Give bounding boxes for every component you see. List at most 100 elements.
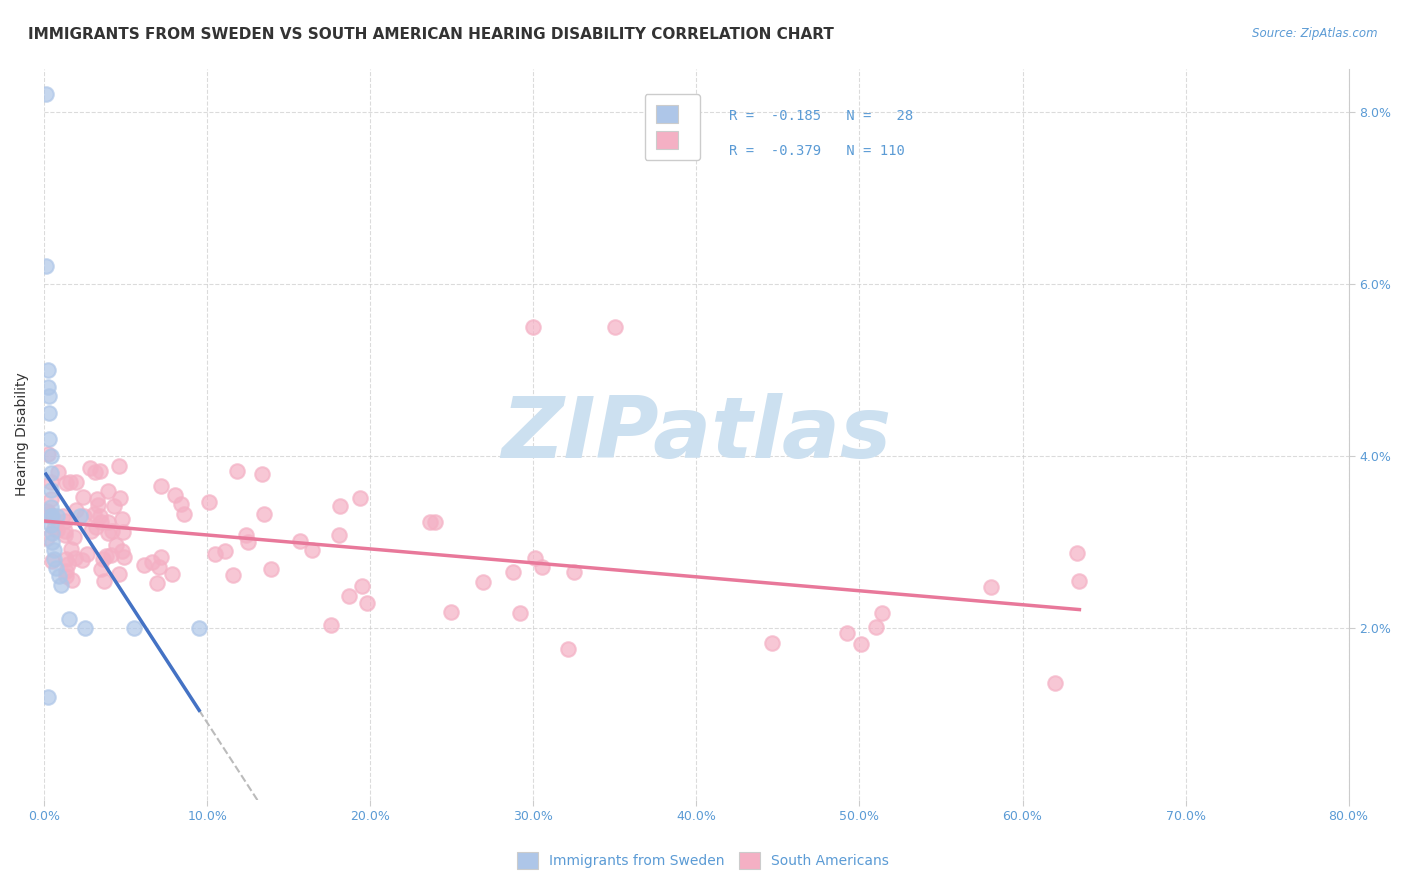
Point	[37, 380, 59, 394]
Point	[328, 527, 350, 541]
Point	[250, 467, 273, 481]
Point	[222, 568, 245, 582]
Point	[337, 589, 360, 603]
Point	[83, 465, 105, 479]
Point	[58, 612, 80, 626]
Point	[851, 637, 873, 651]
Point	[557, 642, 579, 657]
Point	[100, 524, 122, 539]
Point	[141, 555, 163, 569]
Point	[69, 509, 91, 524]
Point	[55, 476, 77, 491]
Point	[225, 464, 247, 478]
Text: ZIPatlas: ZIPatlas	[502, 392, 891, 475]
Point	[55, 552, 77, 566]
Point	[35, 508, 58, 522]
Point	[76, 547, 98, 561]
Point	[97, 515, 120, 529]
Legend: , : ,	[645, 94, 700, 160]
Point	[146, 576, 169, 591]
Point	[41, 534, 63, 549]
Point	[1066, 545, 1088, 559]
Point	[72, 491, 94, 505]
Point	[79, 460, 101, 475]
Point	[148, 560, 170, 574]
Point	[53, 515, 76, 529]
Point	[91, 552, 114, 566]
Point	[89, 464, 111, 478]
Point	[837, 626, 859, 640]
Point	[56, 558, 79, 572]
Point	[100, 549, 122, 563]
Point	[603, 319, 626, 334]
Point	[87, 498, 110, 512]
Point	[301, 543, 323, 558]
Point	[73, 508, 96, 523]
Point	[90, 562, 112, 576]
Point	[41, 508, 63, 523]
Point	[39, 449, 62, 463]
Point	[423, 515, 446, 529]
Point	[39, 483, 62, 498]
Point	[42, 521, 65, 535]
Point	[165, 488, 187, 502]
Point	[419, 515, 441, 529]
Point	[38, 506, 60, 520]
Point	[49, 578, 72, 592]
Point	[1043, 676, 1066, 690]
Point	[112, 550, 135, 565]
Point	[522, 319, 544, 334]
Point	[162, 566, 184, 581]
Point	[472, 575, 495, 590]
Point	[1069, 574, 1091, 589]
Point	[108, 567, 131, 582]
Point	[39, 500, 62, 515]
Point	[38, 388, 60, 402]
Point	[45, 560, 67, 574]
Point	[39, 491, 62, 506]
Point	[97, 483, 120, 498]
Point	[93, 574, 115, 588]
Point	[70, 553, 93, 567]
Point	[562, 565, 585, 579]
Point	[46, 509, 69, 524]
Legend: Immigrants from Sweden, South Americans: Immigrants from Sweden, South Americans	[510, 846, 896, 876]
Point	[198, 495, 221, 509]
Point	[149, 479, 172, 493]
Point	[38, 432, 60, 446]
Point	[55, 569, 77, 583]
Point	[103, 499, 125, 513]
Point	[502, 566, 524, 580]
Point	[111, 544, 134, 558]
Point	[761, 635, 783, 649]
Text: Source: ZipAtlas.com: Source: ZipAtlas.com	[1253, 27, 1378, 40]
Point	[59, 475, 82, 489]
Point	[509, 606, 531, 620]
Point	[39, 517, 62, 532]
Point	[73, 621, 96, 635]
Point	[45, 523, 67, 537]
Point	[523, 551, 546, 566]
Point	[60, 542, 83, 557]
Point	[288, 534, 311, 549]
Point	[132, 558, 155, 573]
Point	[39, 475, 62, 490]
Point	[41, 526, 63, 541]
Point	[108, 491, 131, 505]
Point	[349, 491, 371, 506]
Point	[80, 524, 103, 539]
Point	[65, 475, 87, 489]
Point	[65, 503, 87, 517]
Point	[111, 512, 134, 526]
Point	[235, 528, 257, 542]
Point	[122, 621, 145, 635]
Point	[41, 554, 63, 568]
Point	[38, 406, 60, 420]
Point	[104, 538, 127, 552]
Point	[173, 508, 195, 522]
Point	[204, 547, 226, 561]
Point	[530, 560, 553, 574]
Point	[83, 508, 105, 522]
Point	[870, 606, 893, 620]
Point	[35, 87, 58, 102]
